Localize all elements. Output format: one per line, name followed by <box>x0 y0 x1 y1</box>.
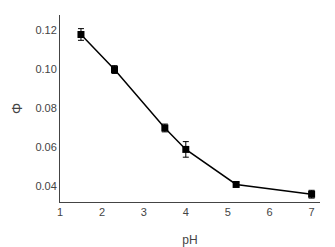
svg-text:0.06: 0.06 <box>35 141 56 153</box>
svg-text:7: 7 <box>309 206 315 218</box>
svg-text:5: 5 <box>225 206 231 218</box>
svg-text:1: 1 <box>57 206 63 218</box>
svg-text:0.08: 0.08 <box>35 102 56 114</box>
svg-text:pH: pH <box>182 233 197 247</box>
svg-text:Φ: Φ <box>9 103 25 114</box>
svg-text:6: 6 <box>267 206 273 218</box>
svg-text:0.12: 0.12 <box>35 24 56 36</box>
svg-text:2: 2 <box>99 206 105 218</box>
svg-text:3: 3 <box>141 206 147 218</box>
svg-text:0.10: 0.10 <box>35 63 56 75</box>
svg-text:0.04: 0.04 <box>35 180 56 192</box>
svg-text:4: 4 <box>183 206 189 218</box>
